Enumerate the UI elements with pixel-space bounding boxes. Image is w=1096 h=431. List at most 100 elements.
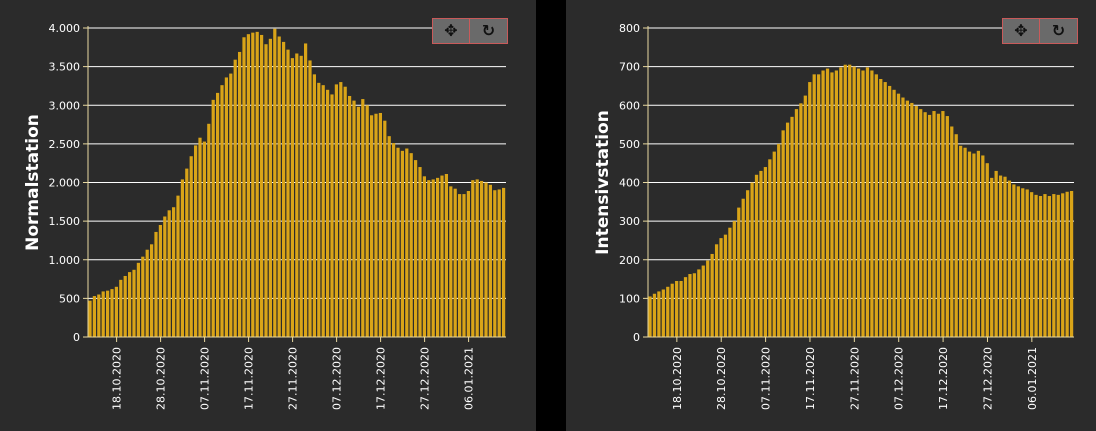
bar — [378, 112, 382, 337]
bar — [334, 84, 338, 337]
bar — [220, 85, 224, 337]
bar — [981, 155, 985, 337]
bar — [746, 190, 750, 337]
bar — [216, 92, 220, 337]
bar — [387, 136, 391, 337]
bar — [101, 291, 105, 337]
x-tick-label: 17.11.2020 — [243, 347, 256, 410]
bar — [361, 99, 365, 337]
bar — [825, 68, 830, 338]
bar — [180, 179, 184, 337]
bar — [264, 44, 268, 337]
bar — [106, 290, 110, 337]
y-tick-label: 0 — [633, 331, 640, 344]
bar — [1061, 193, 1065, 337]
y-tick-label: 300 — [619, 215, 640, 228]
bar — [683, 277, 688, 337]
bar — [954, 134, 958, 337]
pan-icon: ✥ — [1014, 21, 1028, 40]
bar — [290, 58, 294, 337]
bar — [449, 186, 453, 337]
bar — [1038, 196, 1043, 337]
y-tick-label: 0 — [73, 331, 80, 344]
bar — [194, 145, 198, 337]
x-tick-label: 17.12.2020 — [937, 347, 950, 410]
bar — [458, 194, 462, 337]
bar — [211, 99, 215, 337]
bar — [453, 188, 457, 337]
x-tick-label: 17.11.2020 — [804, 347, 817, 410]
bar — [132, 269, 136, 337]
x-tick-label: 18.10.2020 — [671, 347, 684, 410]
bar — [759, 170, 763, 337]
bar — [1007, 180, 1012, 337]
normalstation-chart-panel: 0 500 1.000 1.500 2.000 2.500 3.000 3.500 4.000 1… — [0, 0, 536, 431]
bar — [128, 272, 132, 337]
bar — [123, 275, 127, 337]
bar — [657, 291, 661, 337]
bar — [431, 179, 435, 337]
x-tick-label: 07.12.2020 — [331, 347, 344, 410]
pan-button[interactable]: ✥ — [432, 18, 470, 44]
bar — [374, 113, 378, 337]
x-tick-label: 06.01.2021 — [1026, 347, 1039, 410]
bar — [488, 184, 492, 337]
bar — [1016, 186, 1020, 337]
bar — [224, 77, 228, 337]
bar — [1043, 194, 1047, 337]
x-tick-label: 28.10.2020 — [155, 347, 168, 410]
bar — [994, 170, 998, 337]
bar — [1056, 194, 1060, 337]
bar — [732, 221, 736, 337]
bar — [794, 109, 799, 337]
x-tick-label: 17.12.2020 — [375, 347, 388, 410]
reset-button[interactable]: ↻ — [470, 18, 508, 44]
bar — [238, 51, 242, 337]
bar — [229, 73, 233, 337]
x-tick-label: 07.12.2020 — [893, 347, 906, 410]
bar — [834, 70, 839, 338]
bar — [843, 64, 847, 337]
bar — [666, 286, 670, 337]
bar — [356, 106, 360, 337]
bar — [945, 116, 949, 337]
bar — [830, 72, 834, 337]
bar — [688, 274, 692, 337]
y-tick-label: 800 — [619, 22, 640, 35]
x-tick-label: 07.11.2020 — [199, 347, 212, 410]
bar — [990, 177, 994, 337]
reset-button[interactable]: ↻ — [1040, 18, 1078, 44]
y-tick-label: 1.500 — [49, 215, 81, 228]
bar — [480, 180, 484, 337]
bar — [176, 195, 180, 337]
bar — [150, 244, 154, 337]
bar — [883, 82, 887, 337]
bar — [246, 34, 250, 338]
bar — [462, 194, 466, 337]
x-tick-label: 18.10.2020 — [111, 347, 124, 410]
bar — [799, 103, 803, 337]
bar — [172, 207, 176, 337]
pan-button[interactable]: ✥ — [1002, 18, 1040, 44]
bar — [136, 262, 140, 337]
bar — [233, 59, 237, 338]
bar — [888, 85, 892, 337]
bar — [189, 156, 193, 337]
y-tick-label: 600 — [619, 99, 640, 112]
bar — [963, 147, 967, 337]
bar — [781, 130, 785, 337]
bar — [202, 141, 206, 337]
bar — [808, 82, 812, 337]
intensivstation-chart-panel: 0 100 200 300 400 500 600 700 800 18.10.2020 28.10… — [566, 0, 1096, 431]
bar — [670, 283, 674, 337]
bar — [493, 190, 497, 337]
bar — [723, 234, 728, 337]
bar — [444, 174, 448, 337]
y-tick-label: 4.000 — [49, 22, 81, 35]
bar — [768, 159, 772, 337]
bar — [158, 224, 162, 337]
bar — [710, 253, 714, 337]
bar — [728, 227, 732, 337]
bar — [848, 64, 852, 337]
x-tick-label: 27.12.2020 — [981, 347, 994, 410]
